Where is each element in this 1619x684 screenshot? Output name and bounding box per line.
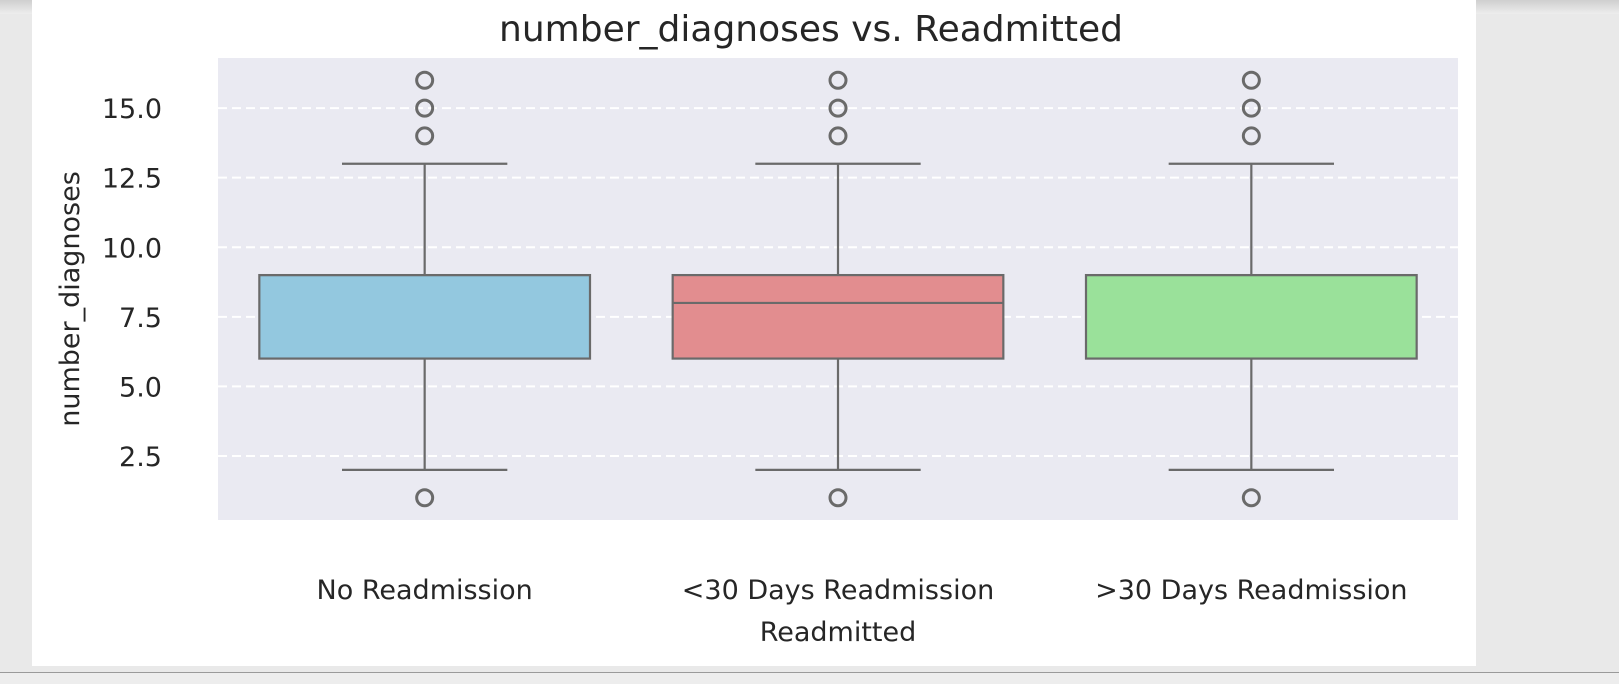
box-group <box>258 70 592 508</box>
outlier-point <box>828 98 848 118</box>
box-group <box>671 70 1005 508</box>
y-tick-label: 15.0 <box>102 94 162 125</box>
outlier-point <box>415 98 435 118</box>
box-iqr <box>671 273 1005 360</box>
x-axis-label: Readmitted <box>760 617 917 648</box>
outlier-point <box>1241 70 1261 90</box>
y-tick-label: 2.5 <box>119 442 162 473</box>
outlier-point <box>1241 98 1261 118</box>
x-tick-label: >30 Days Readmission <box>1095 575 1407 606</box>
window-bottom-bar <box>0 672 1619 684</box>
outlier-point <box>415 488 435 508</box>
outlier-point <box>415 126 435 146</box>
y-tick-label: 12.5 <box>102 164 162 195</box>
chart-title: number_diagnoses vs. Readmitted <box>499 9 1123 50</box>
outlier-point <box>828 488 848 508</box>
x-tick-label: No Readmission <box>317 575 533 606</box>
x-tick-label: <30 Days Readmission <box>682 575 994 606</box>
window-edge-left <box>0 0 32 14</box>
outlier-point <box>828 126 848 146</box>
window-edge-right <box>1476 0 1619 14</box>
x-tick-labels: No Readmission <30 Days Readmission >30 Da… <box>317 575 1408 606</box>
y-axis-label: number_diagnoses <box>55 171 86 427</box>
box-iqr <box>258 273 592 360</box>
outlier-point <box>1241 488 1261 508</box>
boxes <box>258 70 1418 508</box>
outlier-point <box>1241 126 1261 146</box>
box-iqr <box>1084 273 1418 360</box>
y-tick-label: 7.5 <box>119 303 162 334</box>
outlier-point <box>828 70 848 90</box>
box-group <box>1084 70 1418 508</box>
y-tick-labels: 2.5 5.0 7.5 10.0 12.5 15.0 <box>102 94 162 473</box>
y-tick-label: 5.0 <box>119 372 162 403</box>
y-tick-label: 10.0 <box>102 233 162 264</box>
outlier-point <box>415 70 435 90</box>
